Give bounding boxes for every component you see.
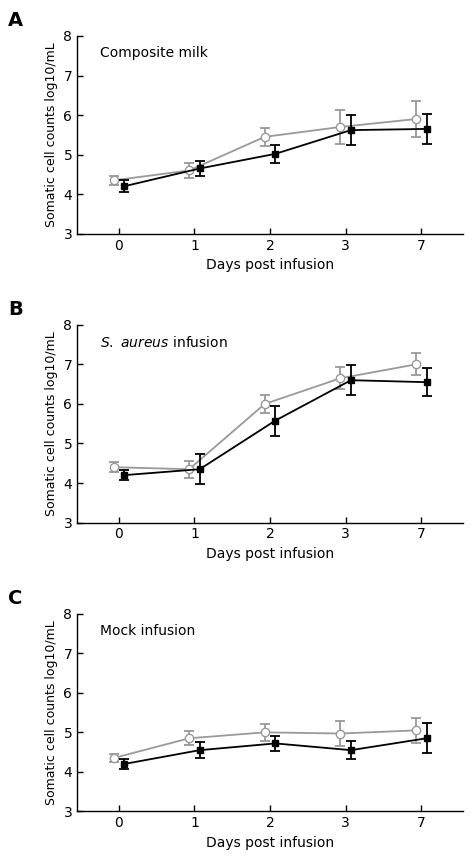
Y-axis label: Somatic cell counts log10/mL: Somatic cell counts log10/mL (45, 331, 58, 516)
X-axis label: Days post infusion: Days post infusion (206, 836, 334, 850)
Y-axis label: Somatic cell counts log10/mL: Somatic cell counts log10/mL (45, 620, 58, 805)
Y-axis label: Somatic cell counts log10/mL: Somatic cell counts log10/mL (45, 42, 58, 227)
X-axis label: Days post infusion: Days post infusion (206, 258, 334, 272)
X-axis label: Days post infusion: Days post infusion (206, 547, 334, 561)
Text: B: B (8, 300, 23, 319)
Text: $\it{S.\ aureus}$ infusion: $\it{S.\ aureus}$ infusion (100, 335, 228, 350)
Text: A: A (8, 11, 23, 30)
Text: C: C (8, 589, 22, 608)
Text: Composite milk: Composite milk (100, 46, 208, 60)
Text: Mock infusion: Mock infusion (100, 623, 196, 637)
